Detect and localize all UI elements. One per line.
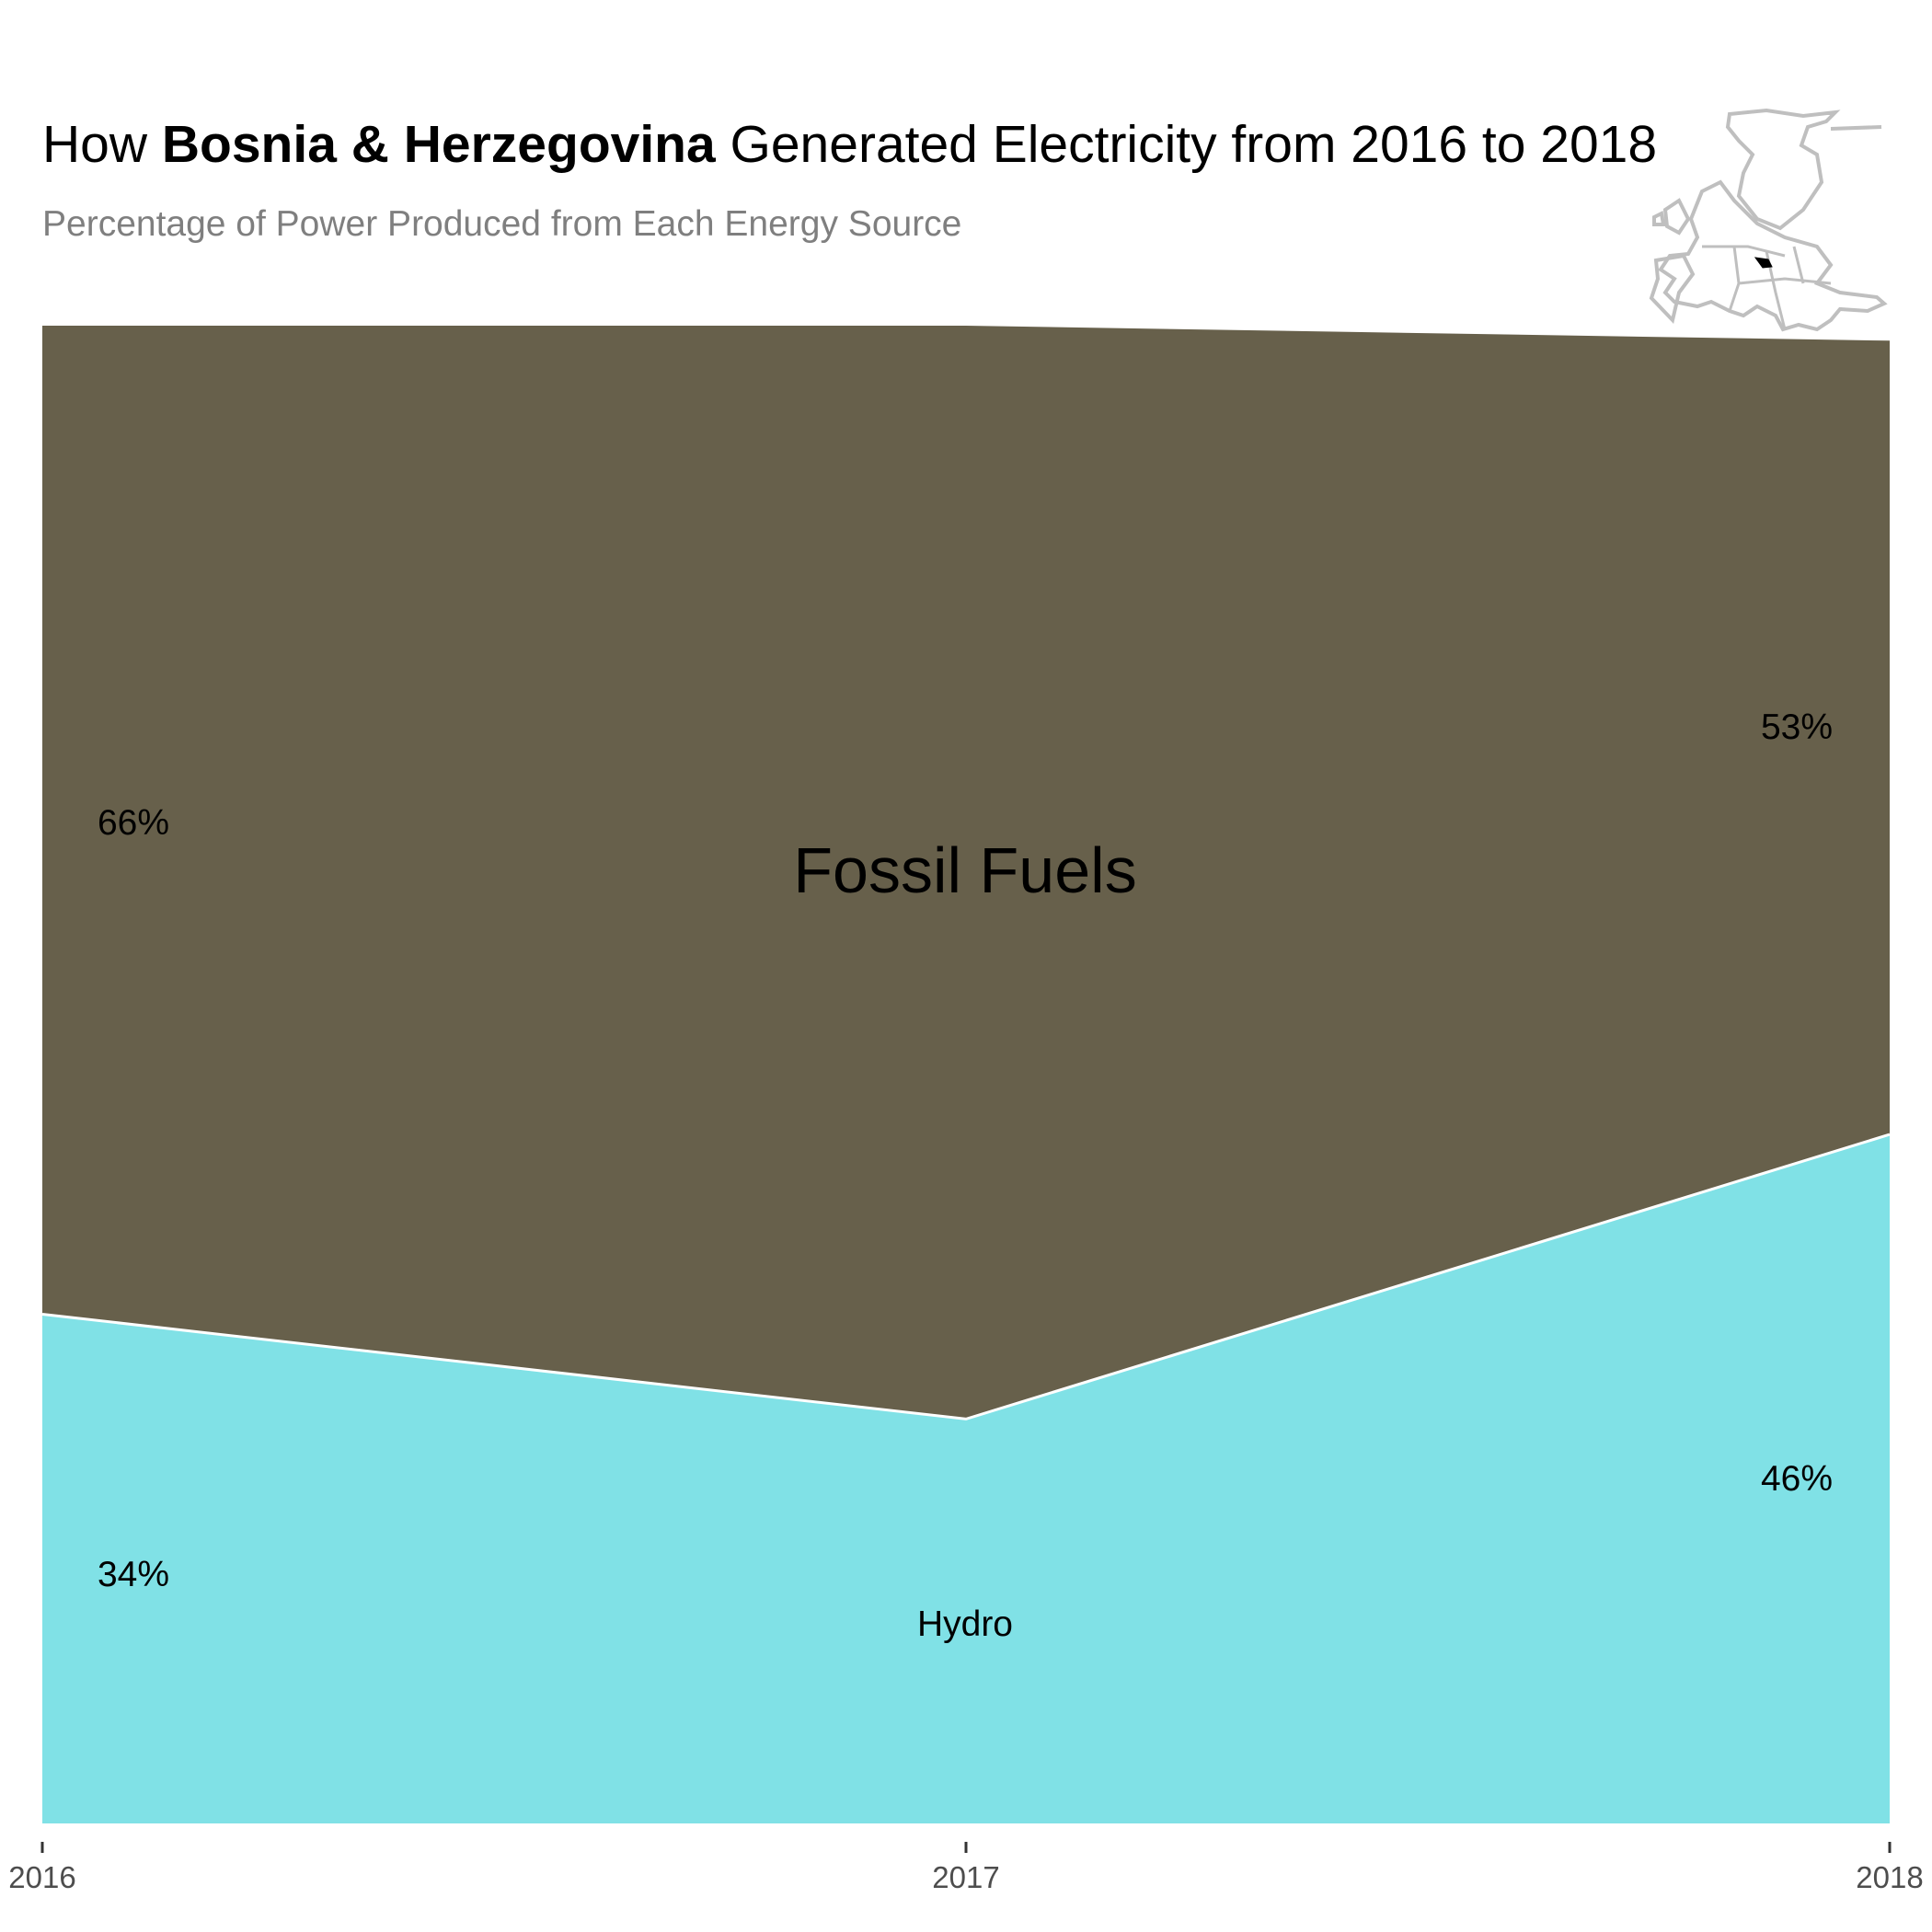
map-mainland-outline — [1658, 179, 1888, 332]
data-label-hydro-2016: 34% — [98, 1555, 169, 1594]
data-label-hydro-2018: 46% — [1761, 1459, 1833, 1499]
x-tick-label-2016: 2016 — [8, 1860, 75, 1894]
label-layer: Fossil Fuels Hydro 66% 53% 34% 46% — [98, 707, 1833, 1644]
europe-locator-map-icon — [1649, 108, 1888, 332]
header: How Bosnia & Herzegovina Generated Elect… — [42, 115, 1657, 244]
area-hydro — [42, 1134, 1890, 1823]
data-label-fossil-2018: 53% — [1761, 707, 1833, 747]
series-label-hydro: Hydro — [917, 1604, 1013, 1644]
map-internal-borders — [1702, 245, 1832, 330]
x-tick-label-2018: 2018 — [1856, 1860, 1923, 1894]
title-prefix: How — [42, 115, 162, 174]
boundary-layer — [41, 1133, 1891, 1420]
area-fossil-fuels — [42, 326, 1890, 1420]
map-iberia-outline — [1649, 253, 1696, 325]
chart-subtitle: Percentage of Power Produced from Each E… — [42, 204, 961, 244]
map-highlight-bosnia — [1754, 257, 1773, 269]
map-islands-outline — [1652, 125, 1882, 236]
chart-title: How Bosnia & Herzegovina Generated Elect… — [42, 115, 1657, 174]
data-label-fossil-2016: 66% — [98, 803, 169, 843]
title-country: Bosnia & Herzegovina — [162, 115, 717, 174]
x-axis: 2016 2017 2018 — [8, 1842, 1924, 1894]
title-suffix: Generated Electricity from 2016 to 2018 — [716, 115, 1657, 174]
x-tick-label-2017: 2017 — [932, 1860, 999, 1894]
area-layer — [42, 326, 1890, 1823]
area-boundary-line — [41, 1133, 1891, 1420]
series-label-fossil-fuels: Fossil Fuels — [793, 834, 1136, 906]
map-scandinavia-outline — [1725, 108, 1841, 231]
